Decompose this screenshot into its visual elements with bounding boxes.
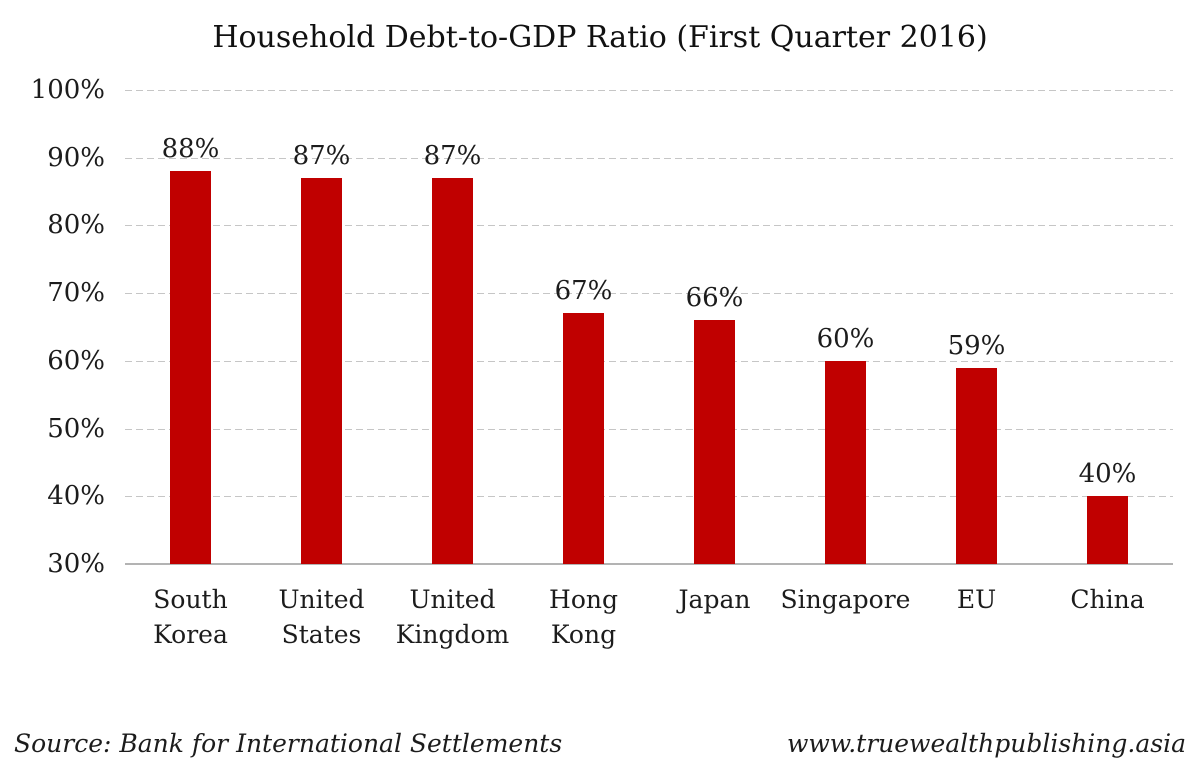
y-tick-label: 70% (47, 278, 105, 309)
x-axis-baseline (125, 563, 1173, 565)
bar (563, 313, 604, 564)
bar-value-label: 87% (423, 141, 482, 172)
gridline (125, 225, 1173, 227)
category-label: United Kingdom (395, 585, 510, 649)
y-tick-label: 30% (47, 549, 105, 579)
category-label: South Korea (153, 585, 228, 649)
gridline (125, 293, 1173, 295)
category-label: China (1070, 585, 1145, 614)
gridline (125, 360, 1173, 362)
bar-value-label: 60% (816, 323, 875, 354)
bar-value-label: 40% (1078, 459, 1137, 490)
bar-value-label: 67% (554, 276, 613, 307)
footer-website-text: www.truewealthpublishing.asia (786, 729, 1186, 758)
category-label: Singapore (780, 585, 911, 614)
bar-value-label: 66% (685, 283, 744, 314)
y-tick-label: 60% (47, 345, 105, 376)
bar (825, 360, 866, 564)
bar-value-label: 88% (161, 134, 220, 165)
bar (956, 367, 997, 564)
bar (694, 320, 735, 564)
category-label: Japan (678, 585, 751, 614)
y-tick-label: 40% (47, 481, 105, 512)
category-label: Hong Kong (549, 585, 618, 649)
chart-title: Household Debt-to-GDP Ratio (First Quart… (212, 20, 988, 55)
y-tick-label: 90% (47, 142, 105, 173)
bar-value-label: 59% (947, 330, 1006, 361)
footer-source-text: Source: Bank for International Settlemen… (14, 729, 563, 758)
gridline (125, 90, 1173, 91)
y-tick-label: 80% (47, 210, 105, 241)
y-tick-label: 100% (30, 75, 105, 105)
plot-area: 88% 87% 87% 67% 66% 60% 59% 40% (125, 90, 1173, 565)
category-label: EU (956, 585, 997, 614)
bar (170, 171, 211, 564)
bar (432, 178, 473, 564)
bar-value-label: 87% (292, 141, 351, 172)
gridline (125, 496, 1173, 498)
bar (301, 178, 342, 564)
gridline (125, 428, 1173, 430)
category-label: United States (278, 585, 365, 649)
bar (1087, 496, 1128, 564)
gridline (125, 157, 1173, 159)
y-tick-label: 50% (47, 413, 105, 444)
